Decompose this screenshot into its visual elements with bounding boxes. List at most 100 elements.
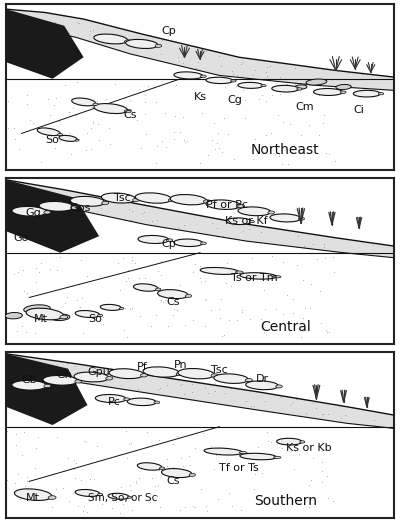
Point — [155, 384, 161, 393]
Ellipse shape — [200, 75, 206, 78]
Point — [222, 389, 229, 397]
Point — [318, 318, 324, 327]
Ellipse shape — [204, 448, 242, 455]
Point — [117, 508, 123, 517]
Point — [218, 382, 225, 390]
Point — [32, 444, 39, 452]
Point — [164, 455, 170, 463]
Point — [184, 137, 190, 146]
Ellipse shape — [51, 314, 70, 321]
Point — [88, 145, 94, 153]
Ellipse shape — [74, 372, 109, 382]
Point — [280, 310, 286, 318]
Point — [14, 469, 21, 478]
Point — [275, 111, 282, 119]
Point — [214, 128, 221, 137]
Text: Pn: Pn — [174, 360, 188, 371]
Ellipse shape — [189, 473, 196, 477]
Point — [263, 68, 269, 76]
Point — [291, 465, 298, 473]
Point — [278, 159, 285, 168]
Ellipse shape — [48, 496, 56, 500]
Point — [180, 461, 186, 470]
Point — [64, 293, 70, 301]
Point — [128, 485, 134, 494]
Ellipse shape — [249, 220, 254, 223]
Point — [136, 85, 142, 93]
Ellipse shape — [239, 452, 247, 454]
Ellipse shape — [101, 193, 136, 203]
Point — [160, 298, 166, 306]
Point — [187, 461, 194, 469]
Point — [89, 117, 96, 125]
Point — [250, 459, 256, 468]
Ellipse shape — [166, 239, 172, 242]
Point — [145, 82, 152, 90]
Point — [88, 123, 94, 132]
Point — [284, 80, 290, 88]
Point — [154, 284, 160, 293]
Text: Central: Central — [260, 321, 311, 334]
Point — [72, 362, 78, 370]
Point — [228, 98, 234, 106]
Ellipse shape — [206, 200, 240, 209]
Point — [142, 110, 148, 118]
Ellipse shape — [37, 128, 60, 136]
Point — [268, 129, 274, 137]
Point — [290, 295, 296, 303]
Ellipse shape — [26, 308, 64, 320]
Point — [35, 486, 41, 494]
Point — [121, 326, 128, 335]
Point — [30, 119, 36, 127]
Point — [256, 95, 263, 103]
Point — [74, 18, 80, 27]
Ellipse shape — [240, 272, 276, 279]
Point — [226, 316, 232, 324]
Point — [36, 189, 42, 197]
Text: Tf or Ts: Tf or Ts — [219, 463, 259, 473]
Point — [204, 507, 210, 516]
Point — [79, 202, 85, 210]
Point — [87, 27, 93, 35]
Point — [230, 69, 236, 78]
Ellipse shape — [12, 206, 47, 216]
Point — [126, 305, 133, 313]
Point — [83, 198, 89, 207]
Point — [314, 255, 320, 264]
Point — [70, 103, 76, 112]
Point — [60, 467, 67, 475]
Point — [267, 75, 274, 84]
Ellipse shape — [109, 369, 144, 378]
Point — [142, 91, 148, 99]
Point — [307, 304, 314, 313]
Point — [219, 331, 225, 340]
Point — [224, 258, 230, 267]
Ellipse shape — [277, 438, 302, 445]
Ellipse shape — [59, 135, 77, 141]
Point — [251, 484, 257, 493]
Ellipse shape — [134, 284, 158, 291]
Point — [276, 73, 283, 81]
Point — [324, 472, 330, 480]
Point — [276, 151, 282, 160]
Point — [146, 497, 153, 506]
Point — [79, 491, 86, 499]
Point — [57, 137, 64, 145]
Ellipse shape — [58, 134, 62, 136]
Ellipse shape — [98, 493, 103, 495]
Point — [158, 257, 164, 265]
Point — [177, 506, 183, 514]
Point — [129, 206, 136, 215]
Text: Cp: Cp — [162, 26, 176, 35]
Text: Dr: Dr — [256, 374, 269, 384]
Ellipse shape — [214, 374, 248, 384]
Point — [370, 421, 377, 429]
Ellipse shape — [95, 395, 126, 402]
Point — [264, 63, 270, 72]
Ellipse shape — [124, 110, 131, 113]
Ellipse shape — [39, 201, 74, 211]
Point — [11, 124, 17, 132]
Point — [95, 32, 102, 41]
Point — [72, 474, 78, 483]
Ellipse shape — [176, 372, 184, 376]
